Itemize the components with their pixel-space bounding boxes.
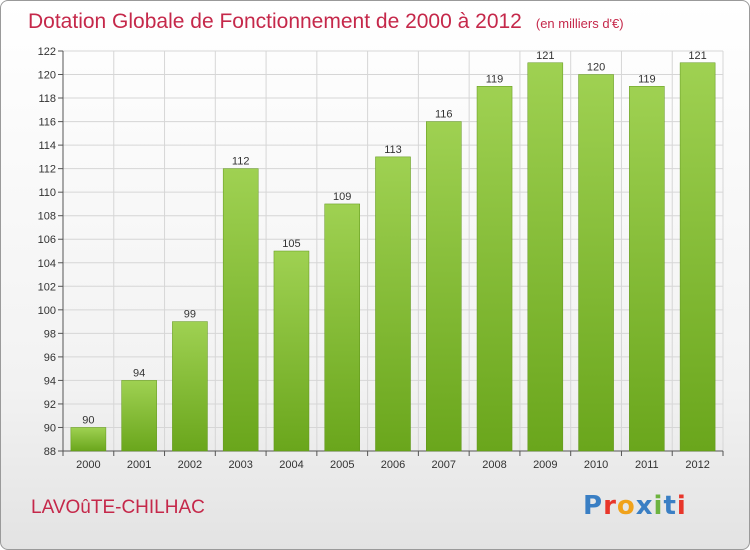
bars xyxy=(70,62,716,452)
value-label-2007: 116 xyxy=(435,109,453,121)
y-tick-label-116: 116 xyxy=(38,117,56,129)
bar-2002 xyxy=(172,321,208,452)
bar-2001 xyxy=(121,380,157,452)
chart-title-text: Dotation Globale de Fonctionnement de 20… xyxy=(28,10,522,33)
y-tick-label-108: 108 xyxy=(38,211,56,223)
x-tick-label-2008: 2008 xyxy=(482,459,506,471)
logo-letter-6: i xyxy=(676,491,687,521)
y-tick-label-96: 96 xyxy=(44,352,56,364)
data-labels: 90 94 99 112 105 109 113 116 119 121 120 119 121 xyxy=(82,50,707,427)
y-tick-label-94: 94 xyxy=(44,375,56,387)
y-tick-label-92: 92 xyxy=(44,399,56,411)
value-label-2012: 121 xyxy=(688,50,706,62)
value-label-2005: 109 xyxy=(333,191,351,203)
bar-2004 xyxy=(273,250,310,452)
logo-letter-1: r xyxy=(603,491,617,521)
chart-title: Dotation Globale de Fonctionnement de 20… xyxy=(28,10,624,34)
x-tick-label-2002: 2002 xyxy=(178,459,202,471)
chart-subtitle: (en milliers d'€) xyxy=(535,16,624,31)
bar-2000 xyxy=(70,427,107,452)
y-tick-label-106: 106 xyxy=(38,234,56,246)
x-tick-label-2007: 2007 xyxy=(432,459,456,471)
value-label-2011: 119 xyxy=(638,73,656,85)
logo-letter-5: t xyxy=(663,491,677,521)
y-tick-label-104: 104 xyxy=(38,258,56,270)
value-label-2003: 112 xyxy=(232,156,250,168)
x-tick-label-2000: 2000 xyxy=(76,459,100,471)
y-tick-label-114: 114 xyxy=(38,140,56,152)
value-label-2001: 94 xyxy=(133,367,145,379)
x-tick-label-2011: 2011 xyxy=(635,459,659,471)
x-tick-label-2004: 2004 xyxy=(279,459,303,471)
y-tick-label-118: 118 xyxy=(38,93,56,105)
x-tick-label-2005: 2005 xyxy=(330,459,354,471)
commune-name: LAVOûTE-CHILHAC xyxy=(31,497,205,518)
y-tick-label-98: 98 xyxy=(44,328,56,340)
x-tick-label-2001: 2001 xyxy=(127,459,151,471)
value-label-2000: 90 xyxy=(82,414,94,426)
bar-2007 xyxy=(426,121,462,452)
value-label-2008: 119 xyxy=(486,73,504,85)
value-label-2010: 120 xyxy=(587,62,605,74)
bar-2005 xyxy=(324,203,360,452)
logo-letter-4: i xyxy=(653,491,664,521)
x-tick-label-2003: 2003 xyxy=(228,459,252,471)
x-tick-label-2010: 2010 xyxy=(584,459,608,471)
bar-2010 xyxy=(578,74,614,452)
y-tick-label-88: 88 xyxy=(44,446,56,458)
y-tick-label-120: 120 xyxy=(38,70,56,82)
y-tick-label-100: 100 xyxy=(38,305,56,317)
bar-2003 xyxy=(222,168,259,452)
x-tick-label-2009: 2009 xyxy=(533,459,557,471)
y-tick-label-90: 90 xyxy=(44,422,56,434)
y-tick-label-112: 112 xyxy=(38,164,56,176)
value-label-2006: 113 xyxy=(384,144,402,156)
bar-2008 xyxy=(476,86,513,452)
bar-2009 xyxy=(527,62,564,452)
proxiti-logo: Proxiti xyxy=(583,491,687,521)
x-tick-label-2012: 2012 xyxy=(685,459,709,471)
logo-letter-2: o xyxy=(616,491,636,521)
bar-2011 xyxy=(629,86,665,452)
value-label-2004: 105 xyxy=(282,238,300,250)
y-tick-label-110: 110 xyxy=(38,187,56,199)
bar-2006 xyxy=(375,156,411,452)
value-label-2002: 99 xyxy=(184,309,196,321)
logo-letter-3: x xyxy=(635,491,654,521)
logo-letter-0: P xyxy=(583,491,604,521)
y-tick-label-102: 102 xyxy=(38,281,56,293)
x-tick-label-2006: 2006 xyxy=(381,459,405,471)
bar-2012 xyxy=(679,62,716,452)
value-label-2009: 121 xyxy=(536,50,554,62)
y-tick-label-122: 122 xyxy=(38,46,56,58)
